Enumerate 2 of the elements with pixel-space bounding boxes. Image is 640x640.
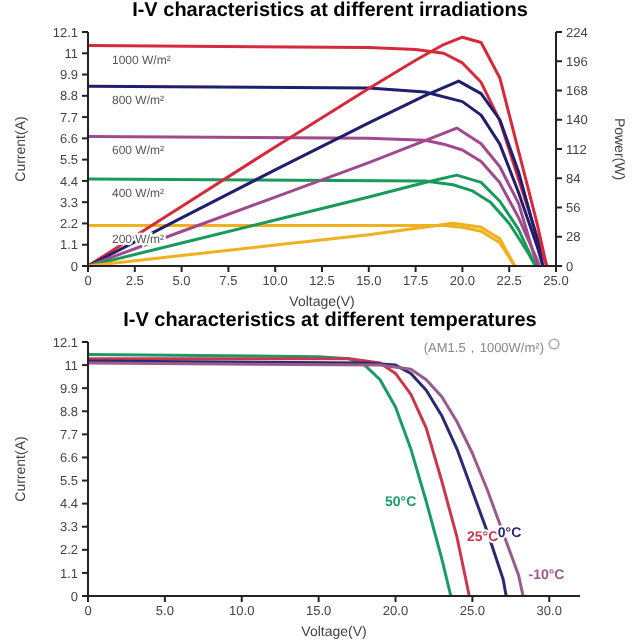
chart-title: I-V characteristics at different temperatures <box>121 310 539 334</box>
chart-title: I-V characteristics at different irradiations <box>130 0 530 24</box>
